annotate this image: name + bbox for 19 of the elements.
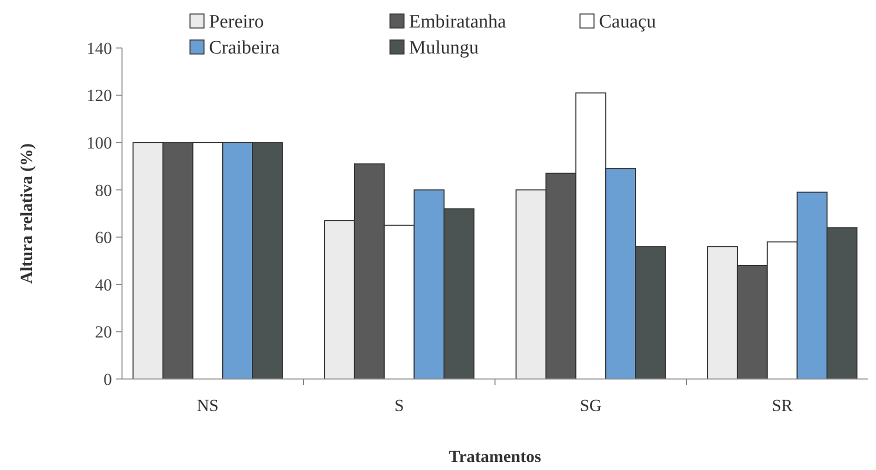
y-tick-label: 120 [86, 86, 112, 106]
x-tick-label: NS [196, 396, 219, 415]
y-tick-label: 140 [86, 38, 112, 58]
legend-label: Craibeira [209, 38, 280, 59]
x-axis-title: Tratamentos [448, 447, 542, 466]
y-tick-label: 100 [86, 134, 112, 153]
y-tick-label: 40 [95, 275, 112, 294]
y-axis-title: Altura relativa (%) [17, 143, 36, 284]
legend-label: Embiratanha [409, 12, 507, 33]
x-tick-label: S [394, 396, 404, 415]
y-tick-label: 20 [95, 322, 112, 342]
x-tick-label: SR [772, 396, 794, 415]
x-tick-label: SG [580, 396, 602, 415]
y-tick-label: 80 [95, 180, 112, 200]
legend-label: Pereiro [209, 12, 264, 33]
y-tick-label: 60 [95, 228, 112, 248]
y-tick-label: 0 [104, 370, 112, 389]
legend-label: Mulungu [409, 38, 480, 59]
legend-label: Cauaçu [599, 12, 656, 33]
